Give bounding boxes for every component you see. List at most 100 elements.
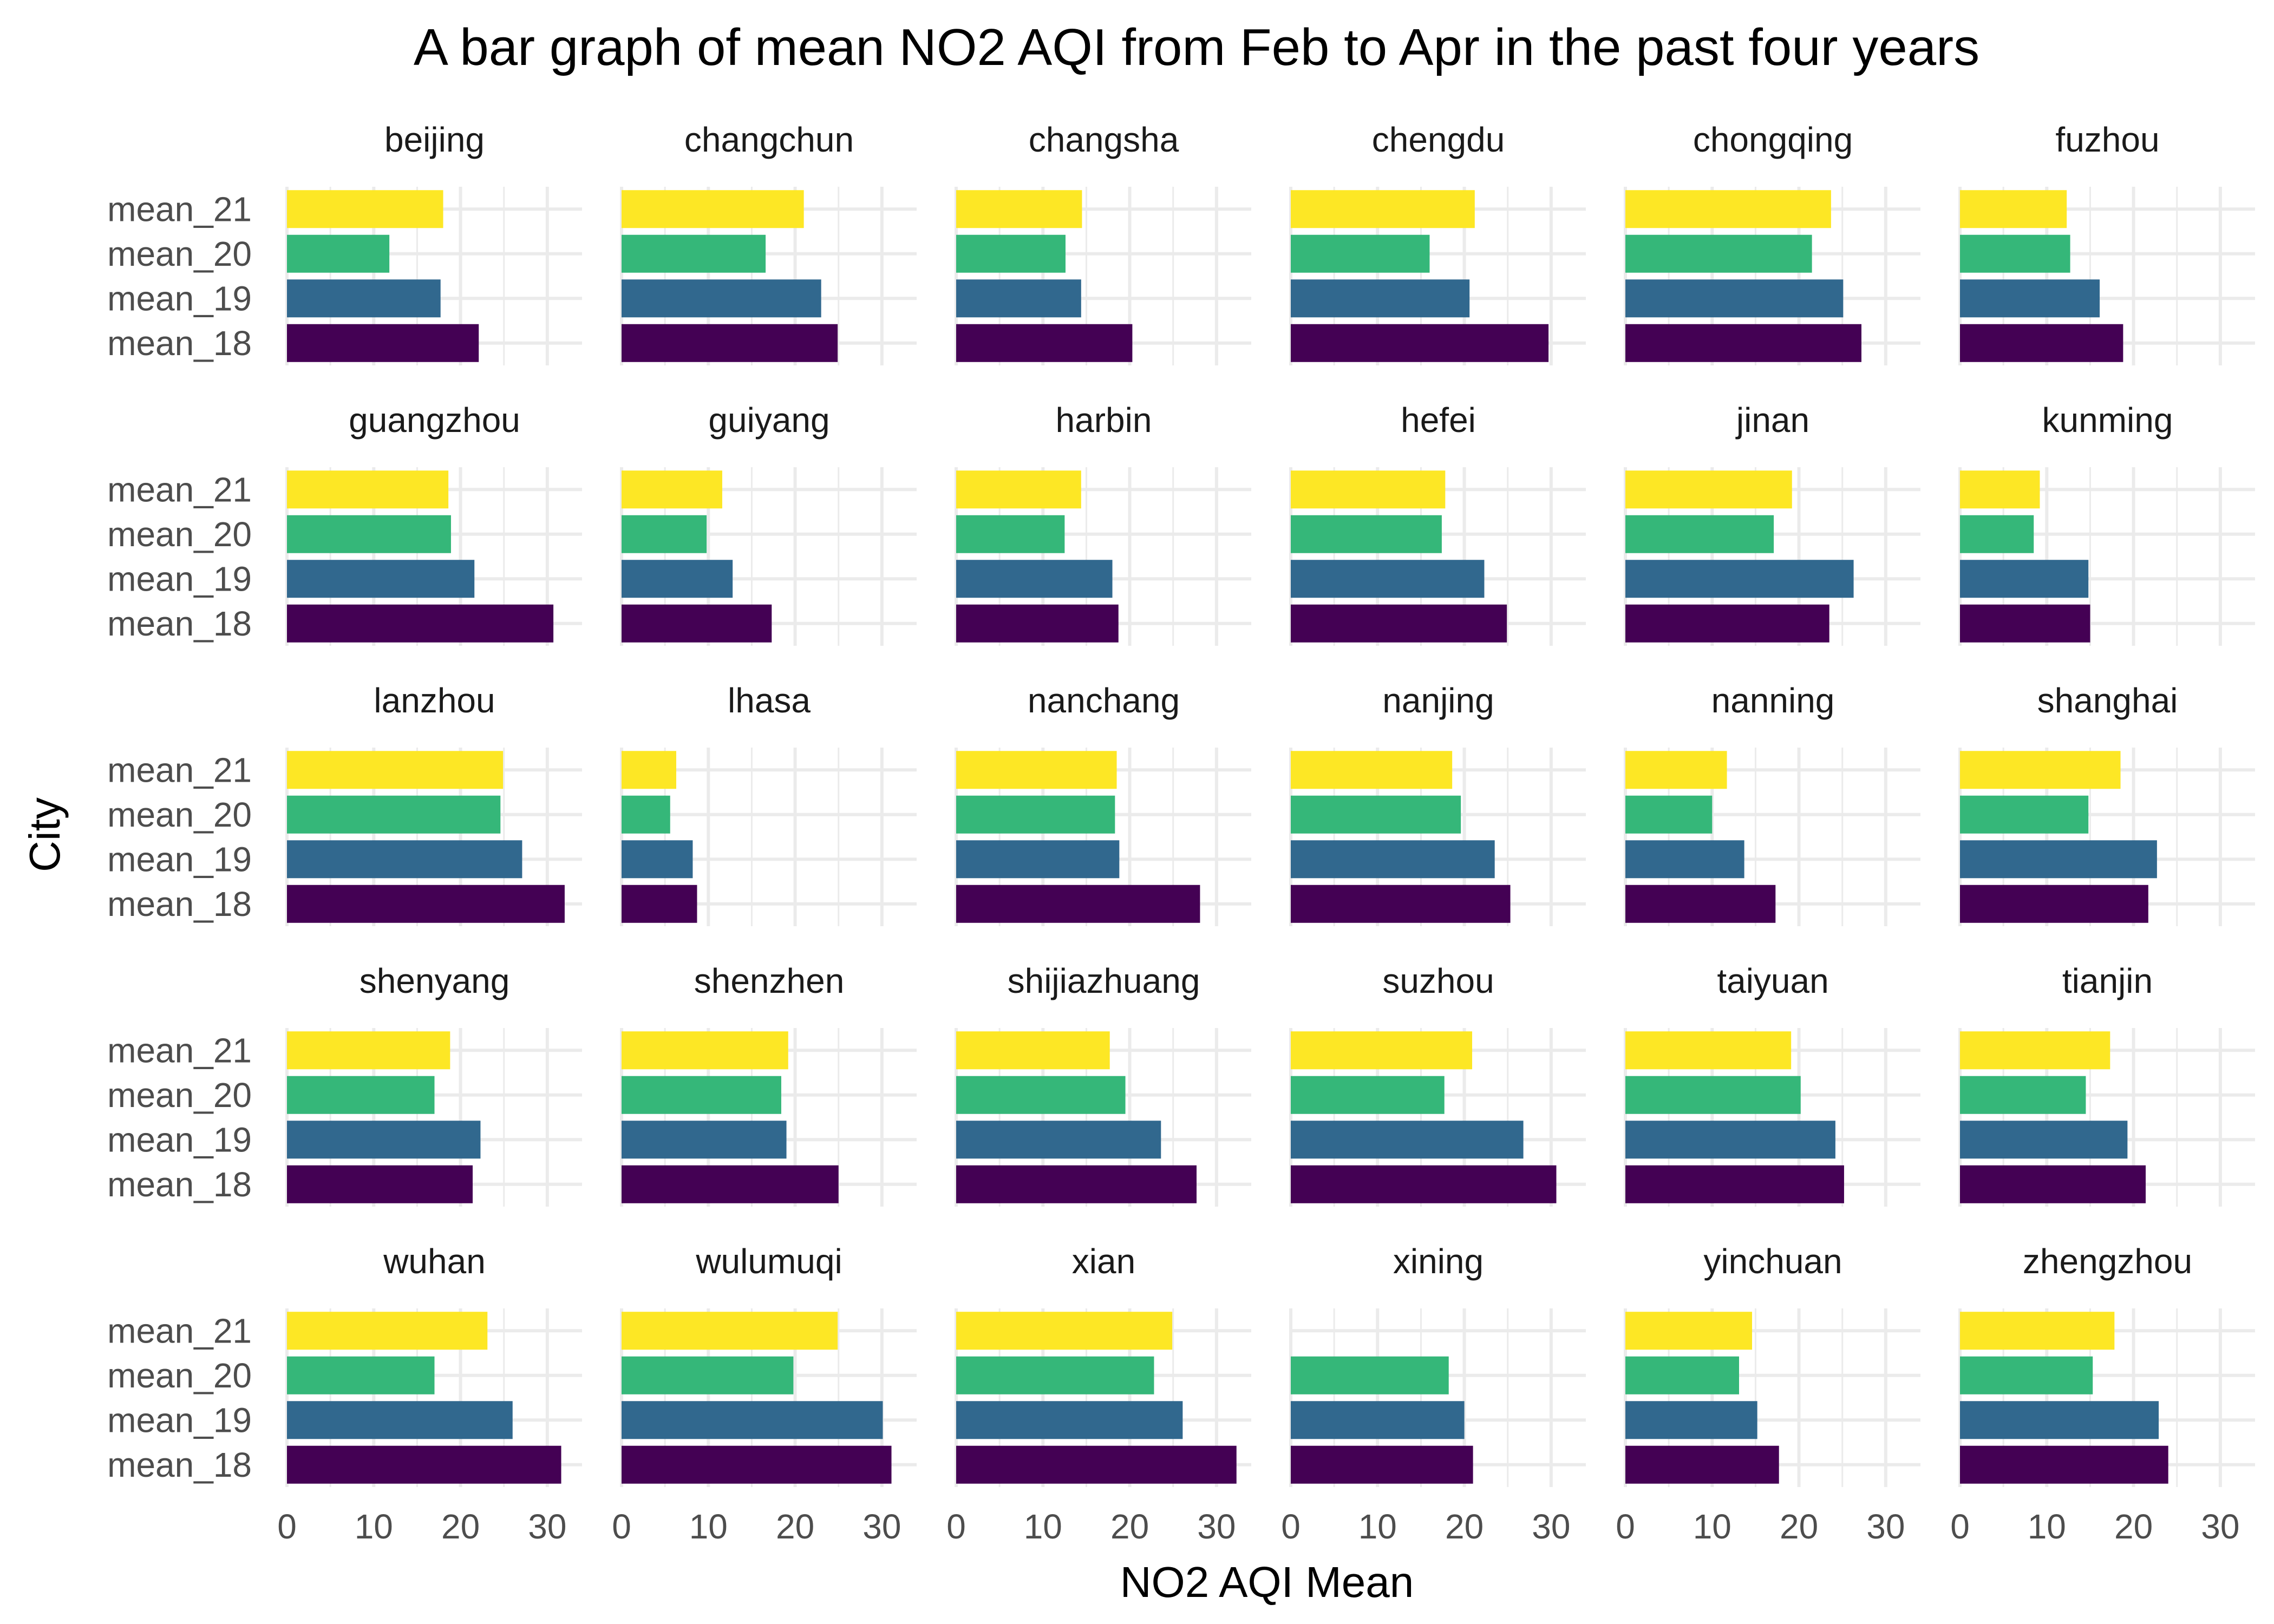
x-tick-label: 30 [1866,1507,1905,1546]
x-tick-label: 20 [1445,1507,1484,1546]
bar-kunming-mean_19 [1960,560,2089,598]
bar-harbin-mean_21 [956,470,1081,509]
y-tick-label: mean_20 [107,1356,252,1395]
x-tick-label: 0 [612,1507,631,1546]
bar-chongqing-mean_21 [1625,190,1831,228]
y-tick-label: mean_21 [107,189,252,228]
facet-shanghai: shanghai [1958,681,2255,926]
bar-nanchang-mean_20 [956,795,1115,834]
bar-wuhan-mean_19 [287,1401,513,1439]
bar-nanjing-mean_21 [1291,751,1453,789]
facet-lhasa: lhasa [620,681,917,926]
facet-label: nanchang [1028,681,1180,720]
facet-label: shijiazhuang [1008,961,1200,1000]
facet-shenyang: shenyang mean_18 mean_19 mean_20 mean_21 [107,961,582,1207]
y-tick-label: mean_21 [107,1311,252,1350]
bar-wulumuqi-mean_21 [622,1312,838,1350]
bar-nanjing-mean_18 [1291,885,1511,923]
facet-label: lanzhou [374,681,495,720]
x-tick-label: 10 [2028,1507,2066,1546]
bar-wulumuqi-mean_20 [622,1356,794,1394]
facet-wulumuqi: wulumuqi [620,1242,917,1487]
bar-shenzhen-mean_20 [622,1076,781,1114]
bar-yinchuan-mean_18 [1625,1445,1779,1484]
y-tick-label: mean_21 [107,470,252,509]
bar-jinan-mean_20 [1625,515,1774,553]
bar-nanjing-mean_19 [1291,840,1495,879]
x-tick-label: 20 [2114,1507,2153,1546]
facet-nanning: nanning [1624,681,1920,926]
y-tick-label: mean_19 [107,1400,252,1439]
facet-xian: xian [955,1242,1251,1487]
bar-xining-mean_20 [1291,1356,1449,1394]
bar-zhengzhou-mean_21 [1960,1312,2115,1350]
bar-xining-mean_18 [1291,1445,1473,1484]
facet-guiyang: guiyang [620,401,917,646]
facet-label: hefei [1401,401,1476,440]
facet-lanzhou: lanzhou mean_18 mean_19 mean_20 mean_21 [107,681,582,926]
x-tick-label: 10 [1358,1507,1397,1546]
bar-harbin-mean_19 [956,560,1113,598]
bar-taiyuan-mean_18 [1625,1165,1844,1203]
bar-changsha-mean_21 [956,190,1082,228]
facet-guangzhou: guangzhou mean_18 mean_19 mean_20 mean_21 [107,401,582,646]
x-tick-label: 10 [1024,1507,1062,1546]
facet-beijing: beijing mean_18 mean_19 mean_20 mean_21 [107,120,582,365]
y-tick-label: mean_18 [107,1165,252,1204]
bar-yinchuan-mean_19 [1625,1401,1757,1439]
bar-nanchang-mean_21 [956,751,1117,789]
facet-yinchuan: yinchuan [1624,1242,1920,1487]
bar-harbin-mean_18 [956,604,1119,643]
facet-label: zhengzhou [2023,1242,2192,1281]
bar-yinchuan-mean_21 [1625,1312,1753,1350]
bar-changsha-mean_18 [956,324,1133,362]
x-tick-label: 30 [1532,1507,1570,1546]
bar-guangzhou-mean_19 [287,560,475,598]
bar-shenyang-mean_21 [287,1031,450,1070]
bar-hefei-mean_21 [1291,470,1446,509]
bar-chengdu-mean_21 [1291,190,1475,228]
x-axis-col-5: 0 10 20 30 [1616,1507,1905,1546]
bar-taiyuan-mean_20 [1625,1076,1801,1114]
bar-xian-mean_18 [956,1445,1237,1484]
bar-shanghai-mean_18 [1960,885,2148,923]
facet-label: harbin [1056,401,1152,440]
facet-label: nanning [1711,681,1835,720]
bar-guiyang-mean_20 [622,515,707,553]
facet-shijiazhuang: shijiazhuang [955,961,1251,1207]
bar-suzhou-mean_18 [1291,1165,1557,1203]
bar-wulumuqi-mean_18 [622,1445,892,1484]
chart-title: A bar graph of mean NO2 AQI from Feb to … [414,18,1979,76]
facet-nanchang: nanchang [955,681,1251,926]
bar-xian-mean_19 [956,1401,1183,1439]
bar-jinan-mean_19 [1625,560,1854,598]
x-axis-col-3: 0 10 20 30 [946,1507,1236,1546]
bar-zhengzhou-mean_18 [1960,1445,2168,1484]
y-tick-label: mean_19 [107,279,252,318]
bar-wuhan-mean_18 [287,1445,561,1484]
bar-chengdu-mean_19 [1291,279,1470,318]
x-axis-col-2: 0 10 20 30 [612,1507,901,1546]
bar-kunming-mean_20 [1960,515,2034,553]
bar-tianjin-mean_21 [1960,1031,2110,1070]
facet-changsha: changsha [955,120,1251,365]
x-tick-label: 30 [862,1507,901,1546]
bar-shenyang-mean_20 [287,1076,435,1114]
bar-guiyang-mean_18 [622,604,772,643]
bar-suzhou-mean_20 [1291,1076,1445,1114]
facet-label: guiyang [708,401,829,440]
facet-jinan: jinan [1624,401,1920,646]
bar-hefei-mean_20 [1291,515,1442,553]
facet-hefei: hefei [1289,401,1586,646]
bar-changchun-mean_19 [622,279,821,318]
bar-zhengzhou-mean_20 [1960,1356,2093,1394]
x-tick-label: 0 [1616,1507,1635,1546]
y-tick-label: mean_20 [107,1076,252,1115]
facet-suzhou: suzhou [1289,961,1586,1207]
facet-label: xining [1393,1242,1484,1281]
bar-changchun-mean_21 [622,190,804,228]
bar-beijing-mean_21 [287,190,443,228]
x-tick-label: 20 [1110,1507,1149,1546]
bar-kunming-mean_21 [1960,470,2040,509]
facet-tianjin: tianjin [1958,961,2255,1207]
